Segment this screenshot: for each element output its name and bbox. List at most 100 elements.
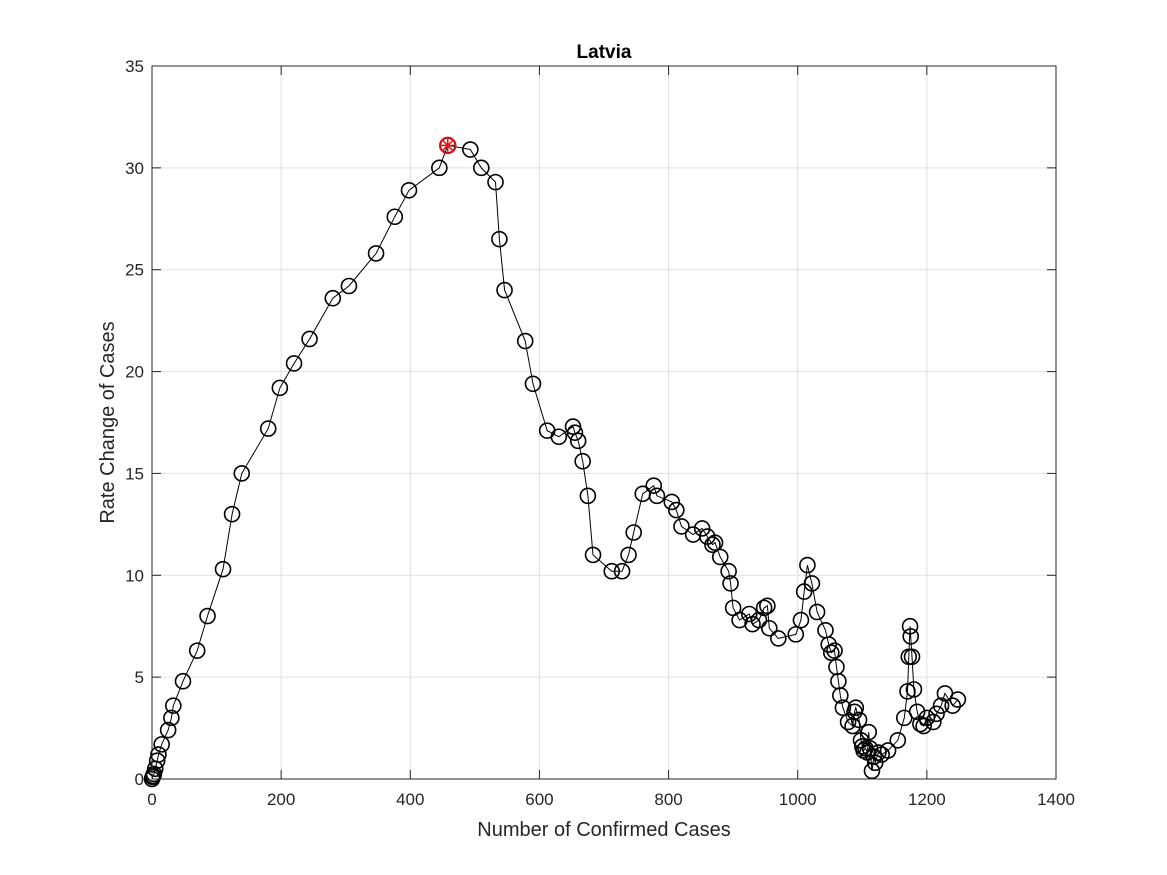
data-point	[820, 636, 838, 653]
data-points	[143, 137, 967, 788]
data-point	[199, 607, 216, 625]
data-point	[496, 281, 513, 299]
data-point	[153, 736, 170, 753]
data-point	[905, 681, 923, 698]
data-point	[925, 713, 942, 731]
series-line-path	[151, 144, 959, 780]
grid	[151, 65, 1057, 780]
data-point	[822, 644, 840, 661]
data-point	[579, 487, 597, 505]
data-point	[174, 672, 192, 690]
data-point	[889, 731, 907, 749]
data-point	[792, 611, 810, 629]
data-point	[901, 617, 919, 635]
data-point	[566, 424, 584, 441]
data-point	[524, 375, 542, 393]
data-point	[711, 548, 729, 566]
data-point	[285, 355, 303, 372]
data-point	[903, 648, 921, 666]
peak-star-stroke	[441, 139, 454, 152]
data-point	[850, 711, 868, 729]
data-point	[214, 560, 232, 578]
data-point	[340, 277, 358, 295]
data-point	[870, 744, 887, 761]
plot-frame	[151, 65, 1057, 780]
chart-title: Latvia	[577, 42, 632, 63]
y-tick-label: 25	[125, 261, 144, 280]
data-point	[755, 599, 773, 617]
y-tick-label: 10	[125, 566, 144, 585]
data-point	[487, 173, 504, 191]
data-point	[832, 687, 849, 704]
data-point	[834, 699, 852, 717]
y-tick-label: 0	[135, 770, 144, 789]
data-point	[550, 428, 568, 446]
peak-marker	[438, 136, 457, 155]
data-point	[648, 487, 666, 505]
data-point	[908, 703, 926, 721]
data-point	[915, 717, 932, 735]
data-point	[431, 159, 448, 177]
x-tick-label: 400	[396, 790, 424, 809]
data-point	[740, 605, 758, 623]
data-point	[233, 465, 251, 482]
data-point	[165, 697, 182, 714]
x-axis-label: Number of Confirmed Cases	[477, 819, 730, 841]
y-axis-label: Rate Change of Cases	[97, 321, 119, 523]
data-point	[613, 562, 631, 580]
data-point	[826, 642, 843, 659]
data-point	[693, 520, 711, 537]
data-point	[400, 181, 418, 199]
data-point	[761, 619, 778, 637]
data-point	[620, 546, 637, 564]
data-point	[720, 562, 737, 580]
data-point	[944, 697, 961, 714]
x-tick-label: 200	[267, 790, 295, 809]
data-point	[569, 432, 587, 450]
data-point	[847, 699, 865, 717]
x-tick-label: 0	[147, 790, 156, 809]
data-point	[787, 626, 805, 643]
data-point	[491, 230, 508, 248]
data-point	[516, 332, 534, 350]
data-point	[367, 245, 385, 262]
data-point	[706, 534, 724, 551]
data-point	[803, 575, 821, 592]
data-point	[462, 141, 479, 158]
data-point	[301, 330, 318, 348]
data-point	[259, 420, 277, 437]
data-point	[770, 630, 787, 647]
data-point	[673, 518, 690, 535]
y-tick-label: 30	[125, 159, 144, 178]
data-point	[932, 697, 950, 714]
data-point	[912, 715, 929, 733]
data-point	[574, 452, 591, 470]
data-point	[808, 603, 826, 621]
data-point	[663, 493, 681, 511]
data-point	[584, 546, 602, 564]
data-point	[949, 691, 967, 708]
data-point	[902, 628, 920, 645]
y-tick-label: 15	[125, 464, 144, 483]
x-axis-ticks: 0 200 400 600 800 1000 1200 1400	[147, 66, 1075, 809]
data-point	[625, 524, 643, 541]
data-point	[668, 501, 685, 519]
x-tick-label: 800	[654, 790, 682, 809]
data-point	[163, 709, 180, 727]
data-point	[722, 575, 739, 592]
y-tick-label: 5	[135, 668, 144, 687]
data-point	[759, 597, 776, 615]
data-point	[879, 742, 897, 759]
data-point	[928, 705, 945, 723]
data-point	[899, 683, 916, 700]
data-point	[148, 752, 166, 769]
data-point	[386, 208, 404, 226]
data-point	[860, 723, 878, 741]
x-tick-label: 1400	[1037, 790, 1075, 809]
data-point	[603, 562, 621, 580]
data-point	[324, 289, 342, 307]
data-point	[645, 477, 663, 494]
data-point	[159, 721, 177, 739]
x-tick-label: 1200	[908, 790, 946, 809]
